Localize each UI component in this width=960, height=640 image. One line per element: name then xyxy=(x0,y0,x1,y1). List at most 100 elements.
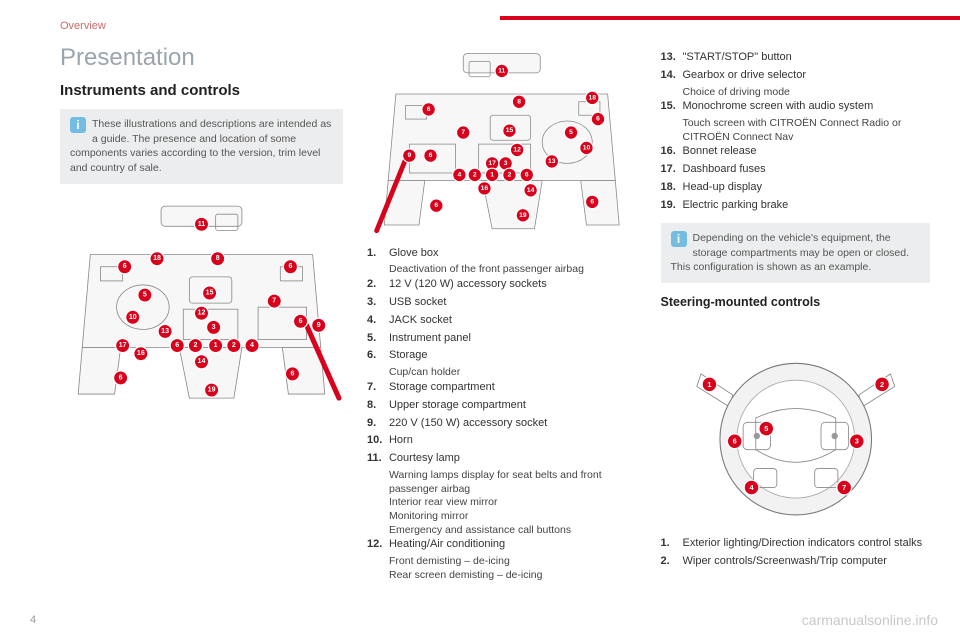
list-item: 5.Instrument panel xyxy=(367,331,637,346)
top-red-border xyxy=(500,16,960,20)
list-text: Dashboard fuses xyxy=(683,162,931,177)
callout-number: 6 xyxy=(590,198,594,205)
list-number: 9. xyxy=(367,416,389,431)
list-subtext: Interior rear view mirror xyxy=(389,496,637,510)
steering-title: Steering-mounted controls xyxy=(661,295,931,309)
list-item: 6.Storage xyxy=(367,348,637,363)
callout-number: 14 xyxy=(198,358,206,365)
list-item: 12.Heating/Air conditioning xyxy=(367,537,637,552)
list-item: 9.220 V (150 W) accessory socket xyxy=(367,416,637,431)
callout-number: 19 xyxy=(519,212,527,219)
callout-number: 17 xyxy=(119,342,127,349)
steering-list: 1.Exterior lighting/Direction indicators… xyxy=(661,536,931,569)
callout-number: 6 xyxy=(525,171,529,178)
list-text: JACK socket xyxy=(389,313,637,328)
breadcrumb: Overview xyxy=(60,20,930,32)
list-number: 17. xyxy=(661,162,683,177)
dashboard-diagram-left: 11188665157101213369171662124146619 xyxy=(60,196,343,411)
callout-number: 13 xyxy=(161,328,169,335)
info-icon: i xyxy=(671,231,687,247)
page-number: 4 xyxy=(30,614,36,626)
list-item: 1.Glove box xyxy=(367,246,637,261)
callout-number: 6 xyxy=(596,116,600,123)
list-item: 1.Exterior lighting/Direction indicators… xyxy=(661,536,931,551)
list-subtext: Rear screen demisting – de-icing xyxy=(389,569,637,583)
list-number: 16. xyxy=(661,144,683,159)
list-text: "START/STOP" button xyxy=(683,50,931,65)
list-text: Heating/Air conditioning xyxy=(389,537,637,552)
list-number: 7. xyxy=(367,380,389,395)
callout-number: 6 xyxy=(732,437,736,446)
list-item: 2.12 V (120 W) accessory sockets xyxy=(367,277,637,292)
callout-number: 6 xyxy=(123,263,127,270)
callout-number: 7 xyxy=(272,297,276,304)
list-number: 18. xyxy=(661,180,683,195)
callout-number: 6 xyxy=(299,318,303,325)
numbered-list-main: 1.Glove box Deactivation of the front pas… xyxy=(367,246,637,583)
callout-number: 18 xyxy=(153,255,161,262)
list-text: Storage compartment xyxy=(389,380,637,395)
list-text: Wiper controls/Screenwash/Trip computer xyxy=(683,554,931,569)
list-item: 16.Bonnet release xyxy=(661,144,931,159)
list-item: 15.Monochrome screen with audio system xyxy=(661,99,931,114)
callout-number: 6 xyxy=(288,263,292,270)
list-number: 15. xyxy=(661,99,683,114)
callout-number: 6 xyxy=(290,370,294,377)
list-text: Head-up display xyxy=(683,180,931,195)
callout-number: 3 xyxy=(212,324,216,331)
callout-number: 9 xyxy=(407,152,411,159)
list-number: 1. xyxy=(367,246,389,261)
list-item: 2.Wiper controls/Screenwash/Trip compute… xyxy=(661,554,931,569)
column-middle: 11818667155961210173134212616146619 1.Gl… xyxy=(367,44,637,582)
list-text: Monochrome screen with audio system xyxy=(683,99,931,114)
list-item: 14.Gearbox or drive selector xyxy=(661,68,931,83)
callout-number: 11 xyxy=(498,67,505,74)
list-number: 19. xyxy=(661,198,683,213)
callout-number: 2 xyxy=(508,171,512,178)
callout-number: 16 xyxy=(137,350,145,357)
list-number: 6. xyxy=(367,348,389,363)
list-text: Horn xyxy=(389,433,637,448)
callout-number: 2 xyxy=(232,342,236,349)
list-item: 18.Head-up display xyxy=(661,180,931,195)
list-number: 3. xyxy=(367,295,389,310)
callout-number: 3 xyxy=(504,160,508,167)
list-number: 5. xyxy=(367,331,389,346)
callout-number: 4 xyxy=(250,342,254,349)
list-text: Bonnet release xyxy=(683,144,931,159)
list-item: 7.Storage compartment xyxy=(367,380,637,395)
callout-number: 9 xyxy=(317,322,321,329)
list-subtext: Cup/can holder xyxy=(389,366,637,380)
list-subtext: Front demisting – de-icing xyxy=(389,555,637,569)
callout-number: 7 xyxy=(461,129,465,136)
callout-number: 6 xyxy=(434,202,438,209)
column-left: Presentation Instruments and controls i … xyxy=(60,44,343,582)
list-number: 12. xyxy=(367,537,389,552)
list-item: 11.Courtesy lamp xyxy=(367,451,637,466)
list-number: 2. xyxy=(661,554,683,569)
steering-diagram: 1256347 xyxy=(661,317,931,531)
list-subtext: Warning lamps display for seat belts and… xyxy=(389,469,637,496)
callout-number: 18 xyxy=(588,94,596,101)
callout-number: 6 xyxy=(119,374,123,381)
list-subtext: Touch screen with CITROËN Connect Radio … xyxy=(683,117,931,144)
info-text-2: Depending on the vehicle's equipment, th… xyxy=(671,232,910,273)
section-title: Instruments and controls xyxy=(60,82,343,99)
callout-number: 8 xyxy=(216,255,220,262)
callout-number: 1 xyxy=(214,342,218,349)
list-item: 3.USB socket xyxy=(367,295,637,310)
list-subtext: Deactivation of the front passenger airb… xyxy=(389,263,637,277)
callout-number: 1 xyxy=(490,171,494,178)
callout-number: 8 xyxy=(517,98,521,105)
callout-number: 1 xyxy=(707,380,711,389)
list-text: Glove box xyxy=(389,246,637,261)
callout-number: 16 xyxy=(481,185,489,192)
list-text: Courtesy lamp xyxy=(389,451,637,466)
callout-number: 7 xyxy=(842,483,846,492)
list-text: 12 V (120 W) accessory sockets xyxy=(389,277,637,292)
callout-number: 5 xyxy=(143,291,147,298)
list-item: 10.Horn xyxy=(367,433,637,448)
list-number: 1. xyxy=(661,536,683,551)
info-note-1: i These illustrations and descriptions a… xyxy=(60,109,343,184)
page-title: Presentation xyxy=(60,44,343,72)
